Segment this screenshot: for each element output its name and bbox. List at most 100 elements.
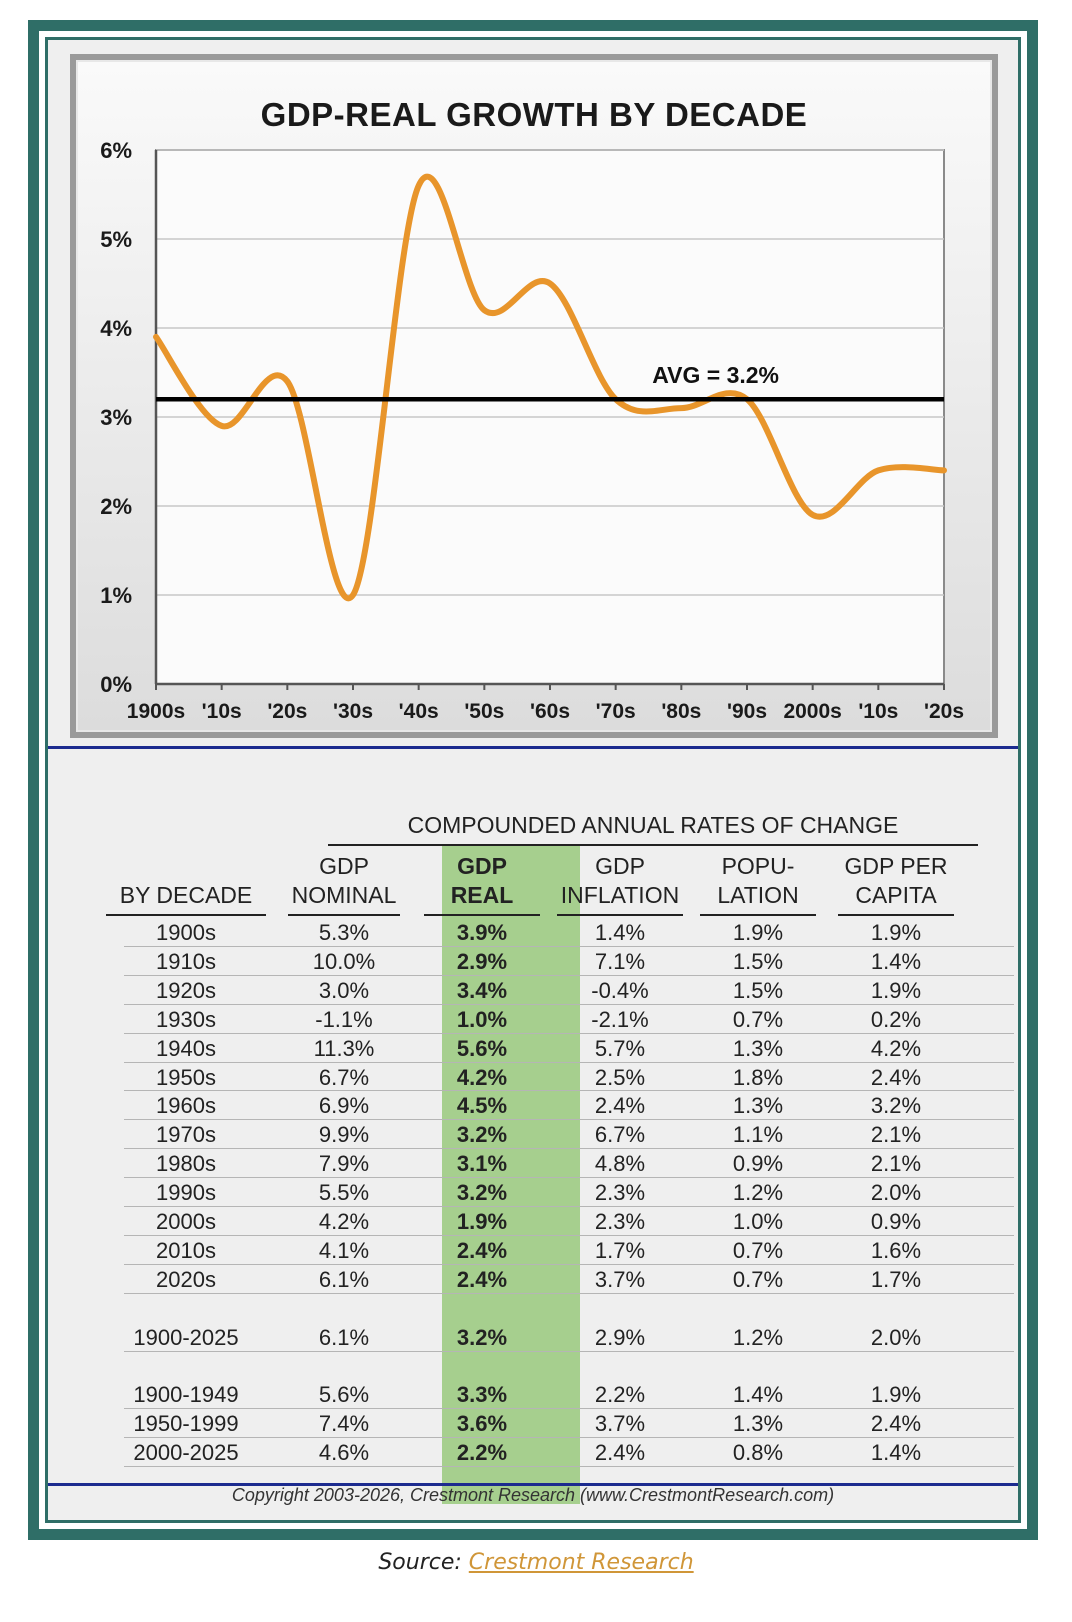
table-cell: 3.4% xyxy=(456,977,508,1003)
source-line: Source: Crestmont Research xyxy=(0,1550,1072,1575)
column-header-rule xyxy=(106,914,266,916)
row-divider xyxy=(124,1206,1014,1207)
table-cell: 2.9% xyxy=(594,1324,646,1350)
frame-inner: GDP-REAL GROWTH BY DECADE 0% 1% 2% 3% 4% 5% 6%… xyxy=(39,31,1027,1529)
column-header-line: CAPITA xyxy=(855,882,937,908)
table-cell: 1.1% xyxy=(732,1122,784,1148)
table-cell: 4.2% xyxy=(870,1035,922,1061)
table-cell: 7.9% xyxy=(318,1151,370,1177)
row-divider xyxy=(124,1437,1014,1439)
table-cell: 6.9% xyxy=(318,1093,370,1119)
table-cell: 2.4% xyxy=(594,1093,646,1119)
table-cell: 5.3% xyxy=(318,920,370,945)
table-cell: 11.3% xyxy=(313,1035,375,1061)
row-label: 1950s xyxy=(156,1064,216,1090)
table-cell: 2.4% xyxy=(594,1440,646,1466)
table-cell: 1.3% xyxy=(732,1093,784,1119)
copyright-text: Copyright 2003-2026, Crestmont Research … xyxy=(231,1485,835,1505)
x-tick-label: '60s xyxy=(530,700,570,723)
row-label: 2000-2025 xyxy=(133,1440,239,1466)
row-label: 1970s xyxy=(156,1122,216,1148)
table-cell: 1.5% xyxy=(732,948,784,974)
table-cell: 6.7% xyxy=(318,1064,370,1090)
table-cell: 3.1% xyxy=(456,1151,508,1177)
table-cell: 3.6% xyxy=(456,1411,508,1437)
table-cell: 3.9% xyxy=(456,920,508,945)
table-cell: 0.7% xyxy=(732,1266,784,1292)
table-cell: 2.2% xyxy=(594,1382,646,1408)
column-header-line: POPU- xyxy=(721,853,795,879)
x-tick-label: 1900s xyxy=(127,700,185,723)
table-cell: -0.4% xyxy=(591,977,649,1003)
rates-table: COMPOUNDED ANNUAL RATES OF CHANGE BY DEC… xyxy=(48,774,1018,1520)
table-cell: 1.4% xyxy=(870,1440,922,1466)
line-chart: 0% 1% 2% 3% 4% 5% 6% 1900s '10s '20s '30s '40s '50s '… xyxy=(100,138,964,723)
table-cell: 1.4% xyxy=(594,920,646,945)
x-tick-label: '80s xyxy=(661,700,701,723)
column-header: GDP NOMINAL xyxy=(254,852,434,910)
row-label: 2020s xyxy=(156,1266,216,1292)
table-row: 1920s 3.0% 3.4% -0.4% 1.5% 1.9% xyxy=(124,976,1014,1005)
outer-frame: GDP-REAL GROWTH BY DECADE 0% 1% 2% 3% 4% 5% 6%… xyxy=(28,20,1038,1540)
table-cell: 4.1% xyxy=(318,1237,370,1263)
row-label: 1920s xyxy=(156,977,216,1003)
table-cell: 10.0% xyxy=(312,948,376,974)
table-cell: 1.3% xyxy=(732,1035,784,1061)
table-cell: 2.1% xyxy=(870,1122,922,1148)
row-label: 2000s xyxy=(156,1209,216,1234)
table-cell: 6.1% xyxy=(318,1324,370,1350)
x-tick-label: '10s xyxy=(858,700,898,723)
row-label: 1990s xyxy=(156,1180,216,1206)
x-tick-label: 2000s xyxy=(783,700,841,723)
x-tick-label: '90s xyxy=(727,700,767,723)
row-label: 1910s xyxy=(156,948,216,974)
x-tick-label: '70s xyxy=(596,700,636,723)
column-header: GDP INFLATION xyxy=(530,852,710,910)
table-cell: 2.0% xyxy=(870,1180,922,1206)
column-header-rule xyxy=(557,914,683,916)
table-cell: 1.7% xyxy=(594,1237,646,1263)
column-header: GDP PER CAPITA xyxy=(806,852,986,910)
column-header-line: GDP xyxy=(457,853,507,879)
row-label: 1940s xyxy=(156,1035,216,1061)
chart-panel: GDP-REAL GROWTH BY DECADE 0% 1% 2% 3% 4% 5% 6%… xyxy=(70,54,998,738)
table-cell: 5.5% xyxy=(318,1180,370,1206)
row-divider xyxy=(124,1061,1014,1063)
column-header: GDP REAL xyxy=(392,852,572,910)
table-cell: 2.4% xyxy=(870,1411,922,1437)
table-cell: 1.9% xyxy=(732,920,784,945)
gdp-real-highlight xyxy=(442,846,580,1504)
row-divider xyxy=(124,945,1014,947)
row-label: 1930s xyxy=(156,1006,216,1032)
table-row: 1950s 6.7% 4.2% 2.5% 1.8% 2.4% xyxy=(124,1063,1014,1092)
source-link[interactable]: Crestmont Research xyxy=(468,1550,694,1575)
table-cell: 3.0% xyxy=(318,977,370,1003)
table-row: 2000-2025 4.6% 2.2% 2.4% 0.8% 1.4% xyxy=(124,1438,1014,1467)
column-header-rule xyxy=(838,914,954,916)
row-label: 1960s xyxy=(156,1093,216,1119)
table-cell: 0.7% xyxy=(732,1237,784,1263)
row-divider xyxy=(124,974,1014,976)
table-cell: 1.9% xyxy=(870,1382,922,1408)
column-header-rule xyxy=(700,914,816,916)
average-label: AVG = 3.2% xyxy=(652,362,779,388)
table-row: 1910s 10.0% 2.9% 7.1% 1.5% 1.4% xyxy=(124,947,1014,976)
column-header-line: REAL xyxy=(450,882,514,908)
row-divider xyxy=(124,1148,1014,1150)
row-divider xyxy=(124,1292,1014,1294)
table-row: 1960s 6.9% 4.5% 2.4% 1.3% 3.2% xyxy=(124,1091,1014,1120)
table-cell: 0.9% xyxy=(732,1151,784,1177)
column-header-rule xyxy=(424,914,540,916)
table-cell: 2.3% xyxy=(594,1209,646,1234)
table-cell: 1.8% xyxy=(732,1064,784,1090)
x-tick-label: '10s xyxy=(202,700,242,723)
row-label: 1900-2025 xyxy=(133,1324,239,1350)
table-cell: 1.2% xyxy=(732,1180,784,1206)
table-cell: 1.9% xyxy=(870,920,922,945)
table-cell: 3.3% xyxy=(456,1382,508,1408)
table-cell: 2.4% xyxy=(456,1237,508,1263)
row-divider xyxy=(124,1263,1014,1265)
table-cell: 7.1% xyxy=(594,948,646,974)
row-label: 2010s xyxy=(156,1237,216,1263)
table-cell: 5.6% xyxy=(456,1035,508,1061)
